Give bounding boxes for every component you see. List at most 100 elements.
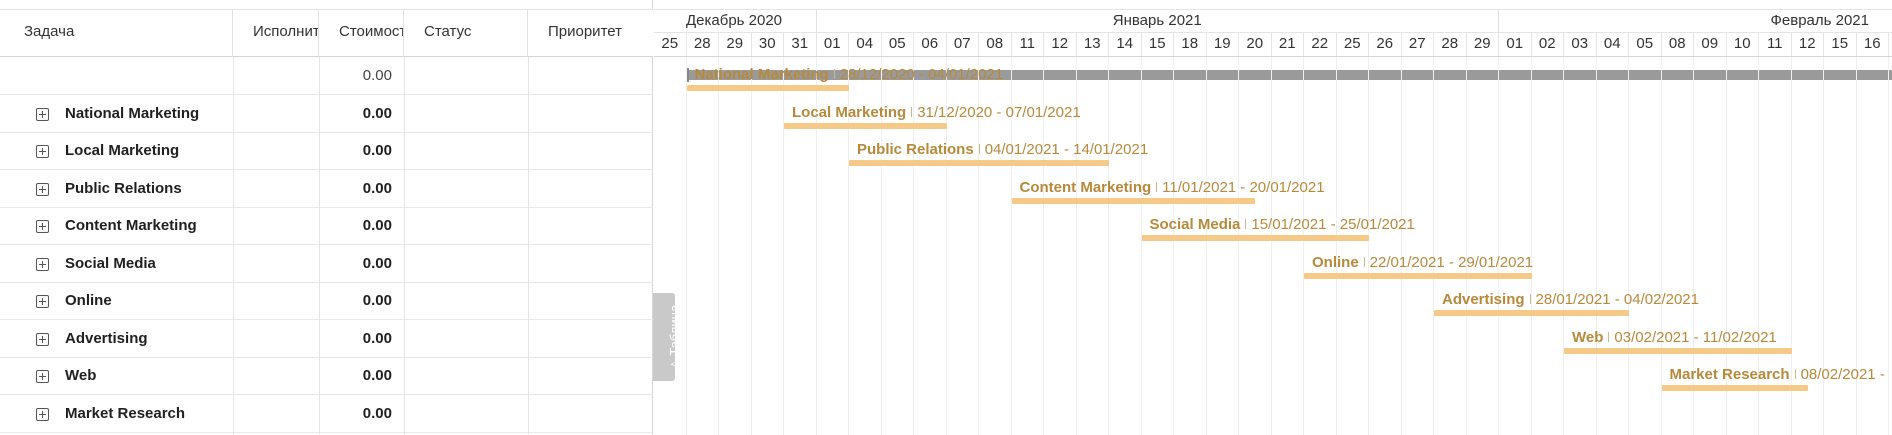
day-header: 08: [979, 33, 1012, 56]
table-row-total: 0.00: [0, 57, 653, 95]
task-bar-label: Local Marketing 31/12/2020 - 07/01/2021: [792, 104, 1081, 121]
task-cost: 0.00: [362, 217, 392, 234]
label-divider: [1156, 181, 1158, 192]
project-summary-bar[interactable]: [686, 68, 1892, 82]
task-bar-dates: 22/01/2021 - 29/01/2021: [1369, 253, 1534, 271]
task-bar-name: Local Marketing: [792, 103, 907, 121]
task-name: Social Media: [65, 254, 156, 272]
day-header: 13: [1077, 33, 1109, 56]
day-header: 04: [849, 33, 882, 56]
task-bar-name: National Marketing: [694, 66, 829, 83]
expand-icon[interactable]: [36, 107, 49, 121]
task-name: Public Relations: [65, 179, 182, 197]
day-header: 15: [1142, 33, 1174, 56]
day-header: 01: [817, 33, 849, 56]
day-header: 12: [1044, 33, 1077, 56]
label-divider: [1245, 219, 1247, 229]
label-divider: [1608, 331, 1610, 342]
day-header: 21: [1272, 33, 1304, 56]
task-name: Local Marketing: [65, 142, 180, 159]
column-header-priority[interactable]: Приоритет: [548, 23, 622, 40]
task-bar-name: Content Marketing: [1019, 178, 1152, 196]
day-header: 26: [1369, 33, 1402, 56]
task-bar-name: Advertising: [1442, 291, 1525, 308]
day-header: 29: [719, 33, 752, 56]
task-bar-dates: 28/01/2021 - 04/02/2021: [1535, 291, 1699, 308]
day-header: 25: [1337, 33, 1369, 56]
day-header: 05: [882, 33, 914, 56]
task-bar-dates: 04/01/2021 - 14/01/2021: [984, 141, 1149, 158]
total-cost: 0.00: [362, 67, 392, 84]
task-bar-label: Social Media 15/01/2021 - 25/01/2021: [1150, 216, 1415, 233]
month-header: Январь 2021: [817, 10, 1499, 33]
expand-icon[interactable]: [36, 332, 49, 346]
table-row[interactable]: Advertising 0.00: [0, 320, 653, 358]
day-header: 29: [1467, 33, 1499, 56]
task-bar[interactable]: [784, 122, 947, 129]
task-bar[interactable]: [1434, 310, 1629, 316]
task-bar[interactable]: [1304, 272, 1532, 279]
task-bar[interactable]: [1564, 347, 1792, 354]
label-divider: [978, 144, 980, 154]
day-header: 30: [752, 33, 784, 56]
table-row[interactable]: Web 0.00: [0, 357, 653, 395]
day-header: 22: [1304, 33, 1337, 56]
expand-icon[interactable]: [36, 370, 49, 383]
task-bar[interactable]: [1661, 385, 1808, 391]
table-row[interactable]: Market Research 0.00: [0, 395, 653, 433]
table-row[interactable]: Public Relations 0.00: [0, 170, 653, 208]
task-bar[interactable]: [849, 160, 1109, 166]
task-bar-name: Public Relations: [857, 141, 974, 158]
task-bar-name: Market Research: [1669, 366, 1790, 383]
task-name: Web: [65, 367, 97, 384]
day-header: 31: [784, 33, 817, 56]
label-divider: [833, 69, 835, 79]
day-header: 28: [687, 33, 719, 56]
column-header-assignee[interactable]: Исполнит: [233, 10, 319, 57]
column-header-status[interactable]: Статус: [404, 10, 528, 57]
table-row[interactable]: Content Marketing 0.00: [0, 207, 653, 245]
table-toggle-tab[interactable]: △ Таблица: [653, 293, 682, 381]
day-header: 27: [1402, 33, 1434, 56]
task-bar-name: Web: [1572, 328, 1604, 346]
column-header-cost[interactable]: Стоимост: [319, 10, 404, 57]
task-bar-dates: 28/12/2020 - 04/01/2021: [839, 66, 1004, 83]
expand-icon[interactable]: [36, 182, 49, 196]
table-row[interactable]: National Marketing 0.00: [0, 95, 653, 133]
table-header: Задача Исполнит Стоимост Статус Приорите…: [0, 9, 653, 57]
task-name: Advertising: [65, 329, 148, 347]
task-bar-label: Web 03/02/2021 - 11/02/2021: [1572, 329, 1777, 346]
day-header: 16: [1857, 33, 1889, 56]
task-name: Market Research: [65, 404, 186, 422]
day-header: 05: [1629, 33, 1662, 56]
table-row[interactable]: Online 0.00: [0, 282, 653, 320]
task-cost: 0.00: [362, 104, 392, 122]
task-bar-dates: 31/12/2020 - 07/01/2021: [917, 103, 1081, 121]
task-cost: 0.00: [362, 254, 392, 272]
day-header: 06: [914, 33, 947, 56]
task-bar[interactable]: [686, 85, 849, 91]
day-header: 07: [947, 33, 979, 56]
expand-icon[interactable]: [36, 407, 49, 421]
column-header-task[interactable]: Задача: [0, 10, 233, 57]
month-header: Февраль 2021: [1770, 12, 1869, 29]
task-bar-dates: 15/01/2021 - 25/01/2021: [1251, 216, 1415, 233]
day-header: 04: [1597, 33, 1629, 56]
expand-icon[interactable]: [36, 220, 49, 233]
expand-icon[interactable]: [36, 295, 49, 308]
timeline-months: Декабрь 2020 Январь 2021 Февраль 2021: [654, 9, 1892, 33]
table-row[interactable]: Social Media 0.00: [0, 245, 653, 283]
task-bar-label: Public Relations 04/01/2021 - 14/01/2021: [857, 141, 1148, 158]
table-row[interactable]: Local Marketing 0.00: [0, 132, 653, 170]
task-name: National Marketing: [65, 104, 200, 122]
task-bar-label: Advertising 28/01/2021 - 04/02/2021: [1442, 291, 1699, 308]
task-bar[interactable]: [1011, 197, 1256, 204]
expand-icon[interactable]: [36, 257, 49, 271]
day-header: 15: [1824, 33, 1857, 56]
task-bar[interactable]: [1141, 235, 1369, 241]
expand-icon[interactable]: [36, 145, 49, 158]
day-header: 09: [1694, 33, 1727, 56]
timeline-days: 25 28 29 30 31 01 04 05 06 07 08 11 12 13 14 15 18 19 20 21…: [654, 33, 1892, 57]
day-header: 19: [1207, 33, 1239, 56]
task-bar-label: National Marketing 28/12/2020 - 04/01/202…: [695, 66, 1004, 83]
